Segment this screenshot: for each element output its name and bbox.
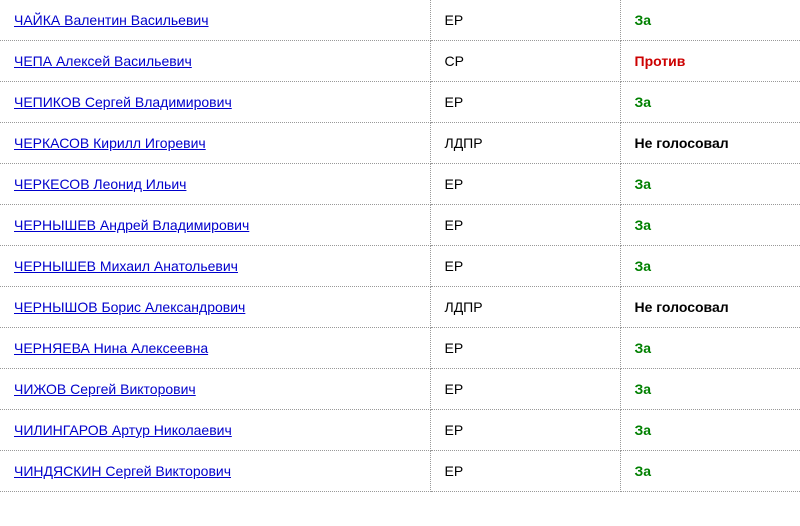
party-cell: ЕР	[430, 205, 620, 246]
name-cell: ЧЕРНЫШОВ Борис Александрович	[0, 287, 430, 328]
vote-cell: За	[620, 369, 800, 410]
table-row: ЧЕРКЕСОВ Леонид Ильич ЕРЗа	[0, 164, 800, 205]
table-row: ЧЕРНЯЕВА Нина Алексеевна ЕРЗа	[0, 328, 800, 369]
vote-results-tbody: ЧАЙКА Валентин ВасильевичЕРЗаЧЕПА Алексе…	[0, 0, 800, 492]
vote-cell: Не голосовал	[620, 123, 800, 164]
party-cell: ЕР	[430, 0, 620, 41]
party-cell: ЕР	[430, 164, 620, 205]
name-cell: ЧЕРКЕСОВ Леонид Ильич	[0, 164, 430, 205]
name-cell: ЧЕРНЯЕВА Нина Алексеевна	[0, 328, 430, 369]
name-cell: ЧЕРНЫШЕВ Андрей Владимирович	[0, 205, 430, 246]
party-cell: ЕР	[430, 82, 620, 123]
party-cell: СР	[430, 41, 620, 82]
table-row: ЧАЙКА Валентин Васильевич ЕРЗа	[0, 0, 800, 41]
name-cell: ЧЕРКАСОВ Кирилл Игоревич	[0, 123, 430, 164]
deputy-link[interactable]: ЧИЖОВ Сергей Викторович	[14, 381, 196, 397]
deputy-link[interactable]: ЧЕРКАСОВ Кирилл Игоревич	[14, 135, 206, 151]
deputy-link[interactable]: ЧИЛИНГАРОВ Артур Николаевич	[14, 422, 232, 438]
party-cell: ЛДПР	[430, 287, 620, 328]
party-cell: ЕР	[430, 410, 620, 451]
deputy-link[interactable]: ЧЕПИКОВ Сергей Владимирович	[14, 94, 232, 110]
deputy-link[interactable]: ЧЕРНЫШЕВ Андрей Владимирович	[14, 217, 249, 233]
name-cell: ЧАЙКА Валентин Васильевич	[0, 0, 430, 41]
party-cell: ЕР	[430, 328, 620, 369]
name-cell: ЧЕПА Алексей Васильевич	[0, 41, 430, 82]
vote-results-table: ЧАЙКА Валентин ВасильевичЕРЗаЧЕПА Алексе…	[0, 0, 800, 492]
deputy-link[interactable]: ЧЕРНЯЕВА Нина Алексеевна	[14, 340, 208, 356]
deputy-link[interactable]: ЧЕРНЫШЕВ Михаил Анатольевич	[14, 258, 238, 274]
table-row: ЧИЛИНГАРОВ Артур Николаевич ЕРЗа	[0, 410, 800, 451]
vote-cell: За	[620, 0, 800, 41]
table-row: ЧИНДЯСКИН Сергей Викторович ЕРЗа	[0, 451, 800, 492]
vote-cell: Не голосовал	[620, 287, 800, 328]
table-row: ЧЕРНЫШЕВ Михаил Анатольевич ЕРЗа	[0, 246, 800, 287]
table-row: ЧЕРНЫШОВ Борис Александрович ЛДПРНе голос…	[0, 287, 800, 328]
table-row: ЧИЖОВ Сергей Викторович ЕРЗа	[0, 369, 800, 410]
name-cell: ЧЕПИКОВ Сергей Владимирович	[0, 82, 430, 123]
party-cell: ЕР	[430, 246, 620, 287]
vote-cell: За	[620, 451, 800, 492]
table-row: ЧЕПИКОВ Сергей Владимирович ЕРЗа	[0, 82, 800, 123]
deputy-link[interactable]: ЧЕПА Алексей Васильевич	[14, 53, 192, 69]
party-cell: ЕР	[430, 451, 620, 492]
table-row: ЧЕРНЫШЕВ Андрей Владимирович ЕРЗа	[0, 205, 800, 246]
table-row: ЧЕПА Алексей Васильевич СРПротив	[0, 41, 800, 82]
deputy-link[interactable]: ЧЕРКЕСОВ Леонид Ильич	[14, 176, 186, 192]
vote-cell: Против	[620, 41, 800, 82]
vote-cell: За	[620, 410, 800, 451]
party-cell: ЕР	[430, 369, 620, 410]
deputy-link[interactable]: ЧАЙКА Валентин Васильевич	[14, 12, 209, 28]
name-cell: ЧИЛИНГАРОВ Артур Николаевич	[0, 410, 430, 451]
deputy-link[interactable]: ЧЕРНЫШОВ Борис Александрович	[14, 299, 245, 315]
vote-cell: За	[620, 328, 800, 369]
vote-cell: За	[620, 164, 800, 205]
name-cell: ЧИНДЯСКИН Сергей Викторович	[0, 451, 430, 492]
table-row: ЧЕРКАСОВ Кирилл Игоревич ЛДПРНе голосовал	[0, 123, 800, 164]
party-cell: ЛДПР	[430, 123, 620, 164]
name-cell: ЧЕРНЫШЕВ Михаил Анатольевич	[0, 246, 430, 287]
vote-cell: За	[620, 205, 800, 246]
name-cell: ЧИЖОВ Сергей Викторович	[0, 369, 430, 410]
vote-cell: За	[620, 246, 800, 287]
deputy-link[interactable]: ЧИНДЯСКИН Сергей Викторович	[14, 463, 231, 479]
vote-cell: За	[620, 82, 800, 123]
